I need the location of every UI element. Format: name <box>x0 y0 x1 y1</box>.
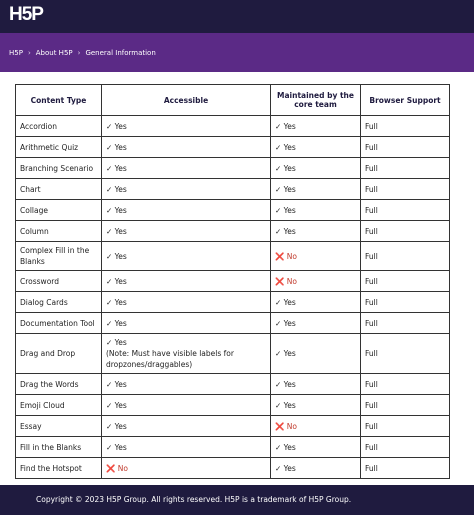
table-cell: Full <box>360 291 450 313</box>
table-row: Find the Hotspot ❌ No ✓ Yes Full <box>15 457 450 479</box>
table-cell: Drag the Words <box>15 373 102 395</box>
table-cell: Find the Hotspot <box>15 457 102 479</box>
table-cell: ✓ Yes <box>270 394 361 416</box>
table-cell: ✓ Yes <box>101 241 271 271</box>
table-cell: ✓ Yes <box>270 220 361 242</box>
table-row: Chart ✓ Yes ✓ Yes Full <box>15 178 450 200</box>
table-cell: Full <box>360 333 450 374</box>
table-cell: ✓ Yes <box>101 157 271 179</box>
column-header: Maintained by the core team <box>270 84 361 116</box>
table-cell: ✓ Yes <box>270 199 361 221</box>
table-cell: Complex Fill in the Blanks <box>15 241 102 271</box>
table-cell: Full <box>360 436 450 458</box>
column-header: Content Type <box>15 84 102 116</box>
table-row: Documentation Tool ✓ Yes ✓ Yes Full <box>15 312 450 334</box>
table-cell: ✓ Yes <box>101 220 271 242</box>
breadcrumb[interactable]: H5P <box>9 49 23 57</box>
table-cell: Full <box>360 270 450 292</box>
table-cell: Full <box>360 312 450 334</box>
table-cell: Emoji Cloud <box>15 394 102 416</box>
table-cell: ✓ Yes <box>101 312 271 334</box>
table-row: Arithmetic Quiz ✓ Yes ✓ Yes Full <box>15 136 450 158</box>
table-row: Dialog Cards ✓ Yes ✓ Yes Full <box>15 291 450 313</box>
breadcrumb: General Information <box>85 49 156 57</box>
breadcrumbs: H5P › About H5P › General Information <box>9 49 156 57</box>
support-table: Content Type Accessible Maintained by the … <box>15 84 450 479</box>
table-cell: Dialog Cards <box>15 291 102 313</box>
table-cell: ✓ Yes <box>101 373 271 395</box>
table-cell: Full <box>360 373 450 395</box>
table-cell: Collage <box>15 199 102 221</box>
table-cell: Full <box>360 220 450 242</box>
table-cell: ✓ Yes <box>270 291 361 313</box>
table-cell: ✓ Yes <box>101 291 271 313</box>
table-cell: ✓ Yes <box>270 178 361 200</box>
table-cell: Full <box>360 241 450 271</box>
table-cell: Documentation Tool <box>15 312 102 334</box>
table-cell: ✓ Yes <box>270 457 361 479</box>
table-cell: Column <box>15 220 102 242</box>
table-cell: ❌ No <box>270 270 361 292</box>
table-row: Fill in the Blanks ✓ Yes ✓ Yes Full <box>15 436 450 458</box>
table-cell: ✓ Yes <box>270 333 361 374</box>
table-cell: ✓ Yes <box>270 436 361 458</box>
table-cell: ✓ Yes <box>101 270 271 292</box>
table-cell: ✓ Yes <box>101 394 271 416</box>
table-row: Drag and Drop ✓ Yes (Note: Must have visi… <box>15 333 450 374</box>
copyright: Copyright © 2023 H5P Group. All rights r… <box>36 495 352 504</box>
table-cell: ✓ Yes <box>101 415 271 437</box>
table-cell: Accordion <box>15 115 102 137</box>
table-cell: ✓ Yes <box>270 115 361 137</box>
table-cell: ✓ Yes <box>270 157 361 179</box>
footer: Copyright © 2023 H5P Group. All rights r… <box>0 485 474 515</box>
table-cell: Fill in the Blanks <box>15 436 102 458</box>
table-wrap: Content Type Accessible Maintained by the … <box>15 84 450 479</box>
column-header: Browser Support <box>360 84 450 116</box>
table-cell: Arithmetic Quiz <box>15 136 102 158</box>
top-bar: H5P <box>0 0 474 33</box>
table-cell: Chart <box>15 178 102 200</box>
table-cell: ✓ Yes <box>101 136 271 158</box>
breadcrumb-bar: H5P › About H5P › General Information <box>0 33 474 72</box>
table-cell: Drag and Drop <box>15 333 102 374</box>
table-cell: Full <box>360 457 450 479</box>
table-cell: Full <box>360 415 450 437</box>
table-row: Complex Fill in the Blanks ✓ Yes ❌ No Full <box>15 241 450 271</box>
table-row: Drag the Words ✓ Yes ✓ Yes Full <box>15 373 450 395</box>
table-cell: ✓ Yes (Note: Must have visible labels fo… <box>101 333 271 374</box>
logo[interactable]: H5P <box>9 4 44 25</box>
table-row: Essay ✓ Yes ❌ No Full <box>15 415 450 437</box>
table-cell: Full <box>360 136 450 158</box>
table-cell: Full <box>360 199 450 221</box>
table-cell: Full <box>360 157 450 179</box>
table-cell: Branching Scenario <box>15 157 102 179</box>
table-row: Accordion ✓ Yes ✓ Yes Full <box>15 115 450 137</box>
separator: › <box>27 49 31 57</box>
table-cell: Crossword <box>15 270 102 292</box>
table-cell: ✓ Yes <box>270 373 361 395</box>
table-cell: ❌ No <box>101 457 271 479</box>
table-cell: ✓ Yes <box>101 178 271 200</box>
table-cell: ✓ Yes <box>270 136 361 158</box>
table-row: Branching Scenario ✓ Yes ✓ Yes Full <box>15 157 450 179</box>
column-header: Accessible <box>101 84 271 116</box>
table-cell: ❌ No <box>270 415 361 437</box>
breadcrumb[interactable]: About H5P <box>35 49 73 57</box>
table-cell: ✓ Yes <box>101 436 271 458</box>
table-cell: ✓ Yes <box>101 199 271 221</box>
separator: › <box>77 49 81 57</box>
table-cell: ✓ Yes <box>270 312 361 334</box>
table-cell: Essay <box>15 415 102 437</box>
table-cell: ✓ Yes <box>101 115 271 137</box>
table-row: Crossword ✓ Yes ❌ No Full <box>15 270 450 292</box>
table-row: Emoji Cloud ✓ Yes ✓ Yes Full <box>15 394 450 416</box>
table-cell: Full <box>360 178 450 200</box>
table-cell: Full <box>360 115 450 137</box>
table-cell: ❌ No <box>270 241 361 271</box>
header-row: Content Type Accessible Maintained by the … <box>15 84 450 116</box>
table-cell: Full <box>360 394 450 416</box>
table-row: Column ✓ Yes ✓ Yes Full <box>15 220 450 242</box>
table-row: Collage ✓ Yes ✓ Yes Full <box>15 199 450 221</box>
